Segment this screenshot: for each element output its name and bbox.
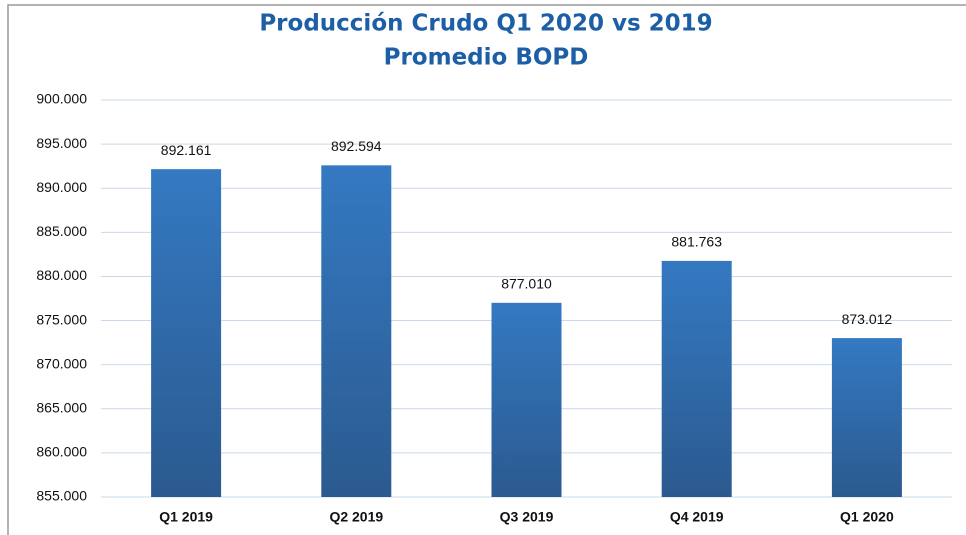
y-tick-label: 880.000 bbox=[36, 267, 87, 283]
x-tick-label: Q2 2019 bbox=[329, 509, 383, 525]
y-tick-label: 875.000 bbox=[36, 311, 87, 327]
y-tick-label: 895.000 bbox=[36, 135, 87, 151]
chart-title: Producción Crudo Q1 2020 vs 2019 bbox=[259, 11, 712, 37]
bar bbox=[151, 169, 222, 497]
y-tick-label: 865.000 bbox=[36, 399, 87, 415]
bar bbox=[831, 338, 902, 497]
x-tick-label: Q3 2019 bbox=[500, 509, 554, 525]
x-tick-label: Q4 2019 bbox=[670, 509, 724, 525]
y-tick-label: 900.000 bbox=[36, 91, 87, 107]
value-label: 873.012 bbox=[842, 311, 893, 327]
y-tick-label: 890.000 bbox=[36, 179, 87, 195]
value-label: 877.010 bbox=[501, 276, 552, 292]
x-tick-label: Q1 2019 bbox=[159, 509, 213, 525]
bar bbox=[491, 302, 562, 497]
y-tick-label: 885.000 bbox=[36, 223, 87, 239]
bar bbox=[321, 165, 392, 497]
y-tick-label: 870.000 bbox=[36, 355, 87, 371]
bar bbox=[661, 260, 732, 497]
chart-frame bbox=[7, 4, 966, 535]
y-tick-label: 860.000 bbox=[36, 444, 87, 460]
y-tick-label: 855.000 bbox=[36, 488, 87, 504]
chart-subtitle: Promedio BOPD bbox=[384, 45, 589, 71]
value-label: 892.594 bbox=[331, 138, 382, 154]
value-label: 892.161 bbox=[161, 142, 212, 158]
value-label: 881.763 bbox=[671, 234, 722, 250]
x-tick-label: Q1 2020 bbox=[840, 509, 894, 525]
